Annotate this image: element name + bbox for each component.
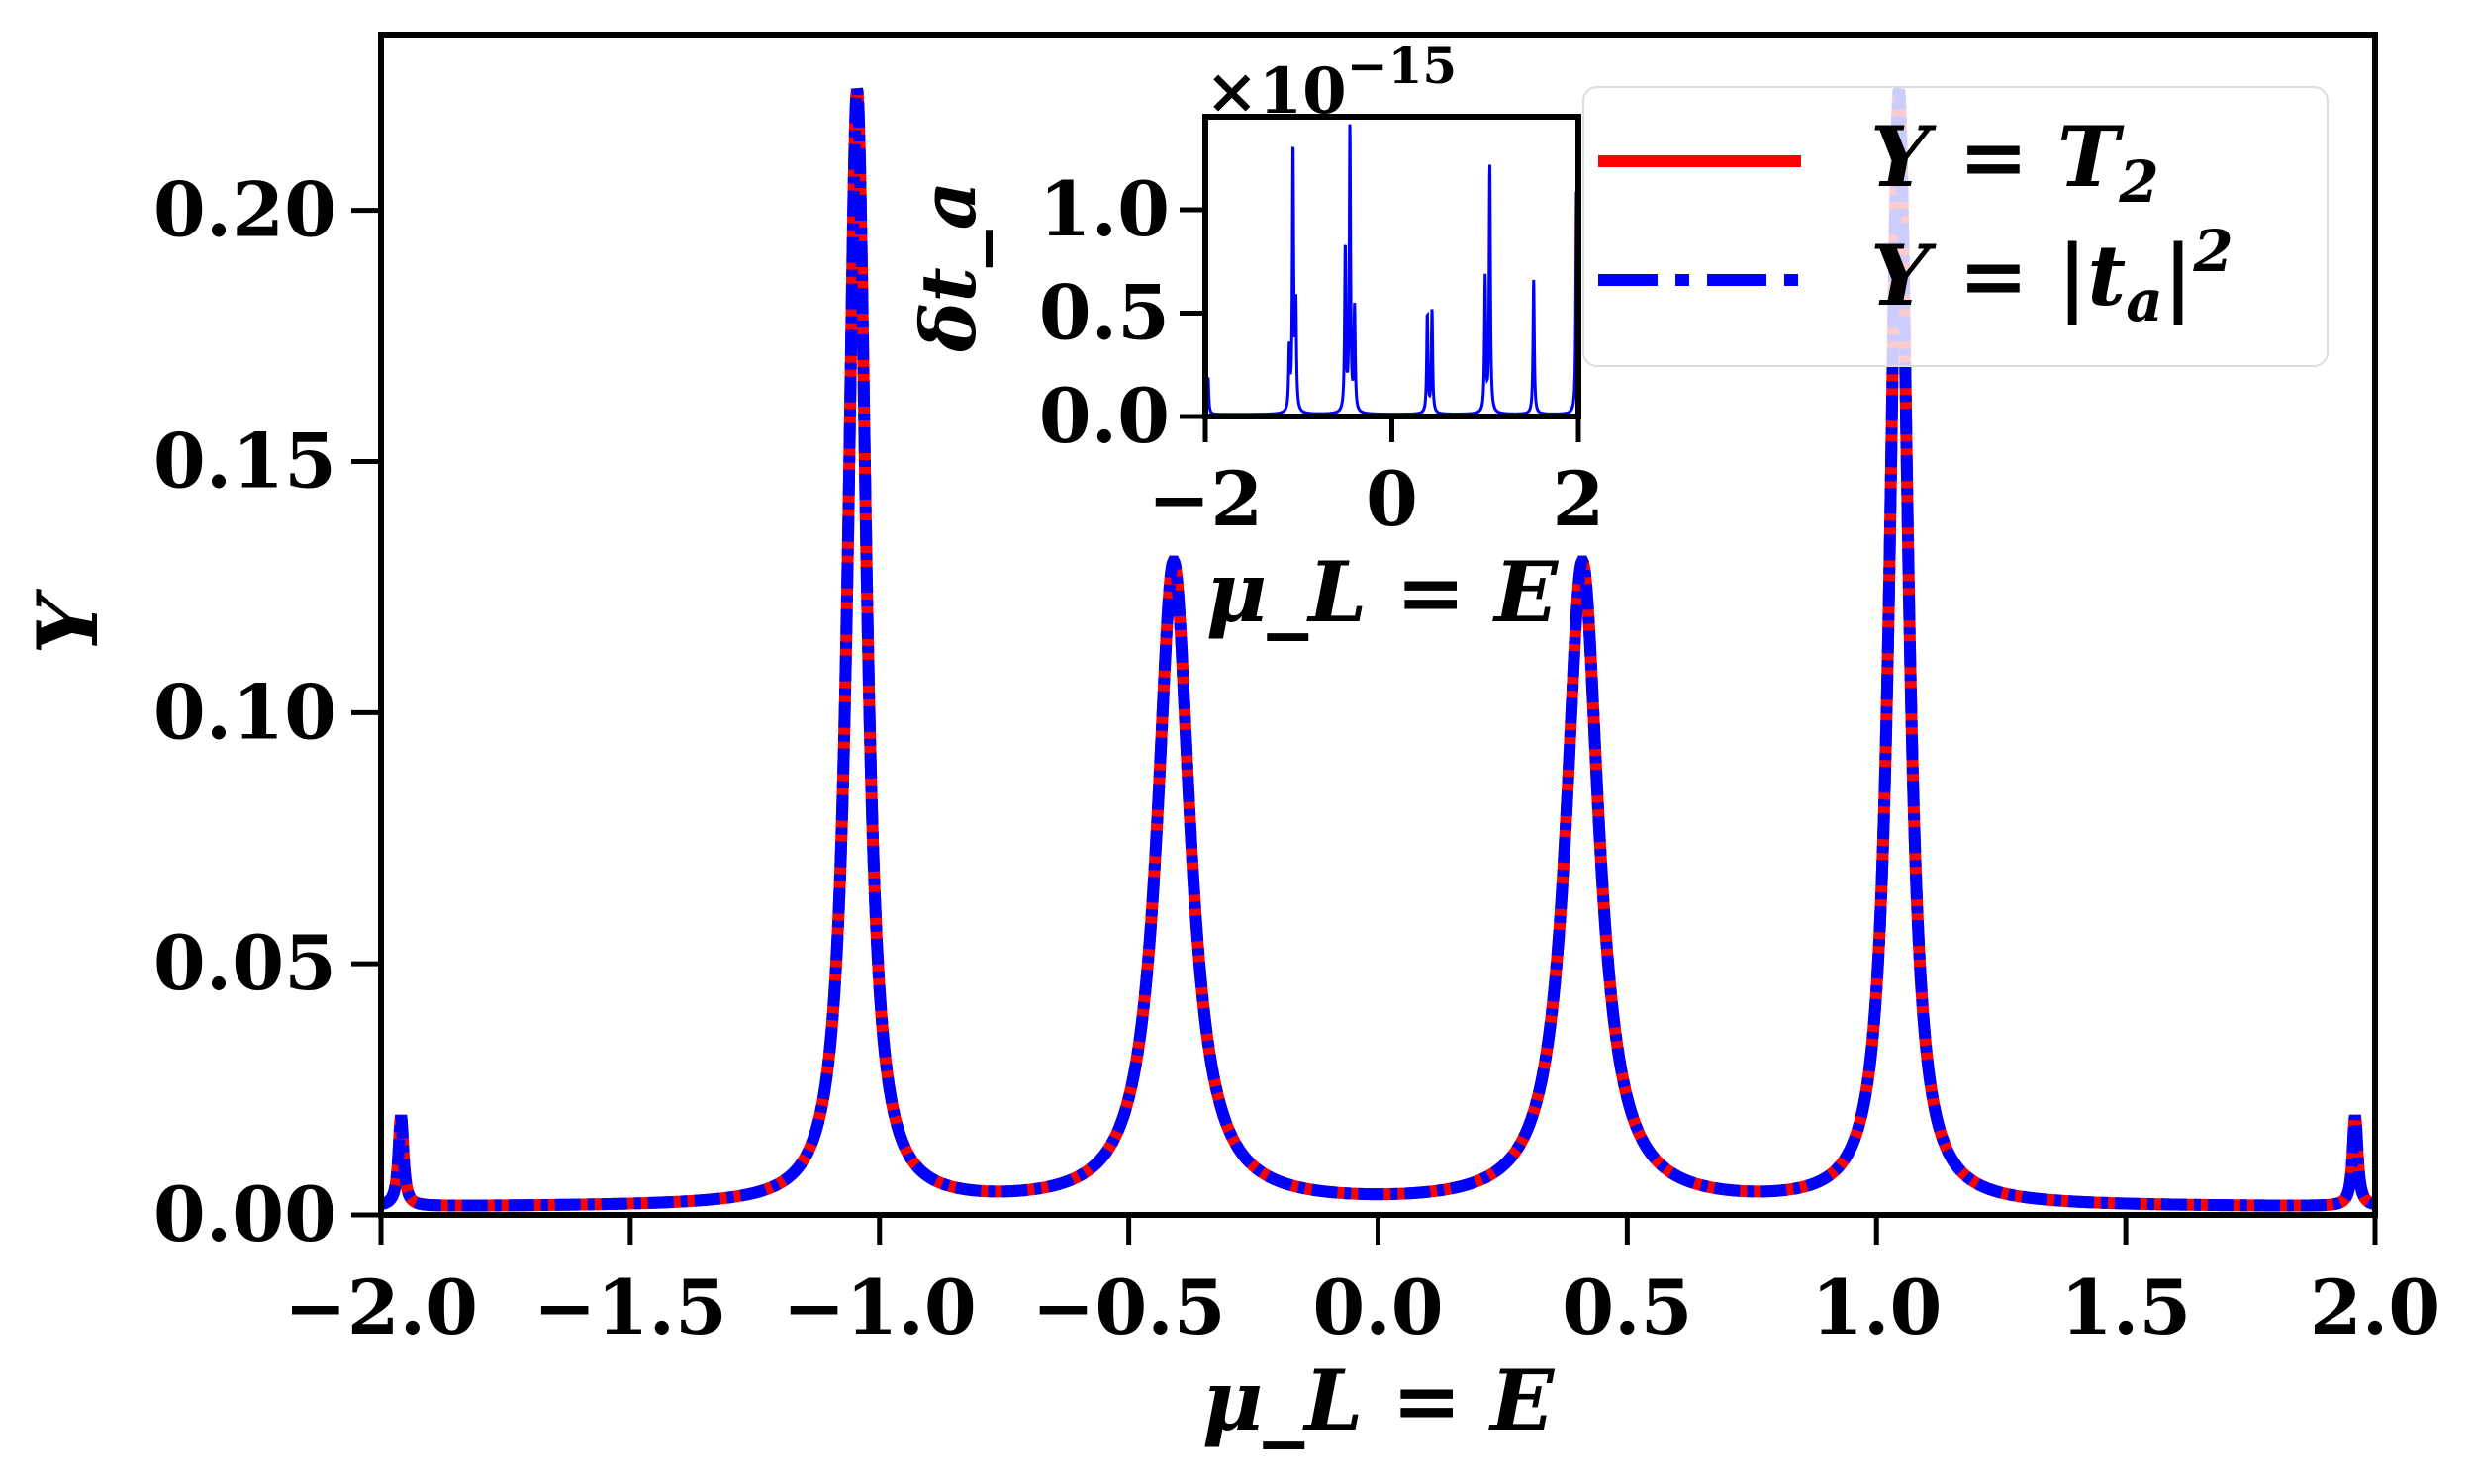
inset-background: [1205, 117, 1578, 417]
legend-label-t2: Y = T2: [1870, 108, 2159, 216]
inset-y-tick-label: 1.0: [1039, 165, 1170, 253]
inset-offset-text: ×10−15: [1205, 37, 1457, 129]
main-y-axis-label: Y: [19, 588, 117, 654]
inset-y-tick-label: 0.5: [1039, 269, 1170, 357]
y-tick-label: 0.20: [153, 166, 336, 254]
main-y-ticks: 0.00 0.05 0.10 0.15 0.20: [153, 166, 381, 1258]
legend: Y = T2 Y = |ta|2: [1582, 86, 2329, 367]
y-tick-label: 0.00: [153, 1170, 336, 1258]
legend-label-ta: Y = |ta|2: [1870, 218, 2234, 334]
y-tick-label: 0.15: [153, 417, 336, 506]
inset-y-tick-label: 0.0: [1039, 372, 1170, 460]
inset-plot: −2 0 2 0.0 0.5 1.0 ×10−15 μ_L = E δt_a: [904, 37, 1604, 641]
inset-x-tick-label: 2: [1553, 455, 1605, 543]
main-x-axis-label: μ_L = E: [1202, 1351, 1555, 1449]
x-tick-label: 0.5: [1562, 1263, 1692, 1351]
main-series-lines: [379, 87, 2377, 1212]
y-tick-label: 0.05: [153, 919, 336, 1007]
x-tick-label: −0.5: [1032, 1263, 1226, 1351]
x-tick-label: −1.5: [533, 1263, 727, 1351]
main-x-ticks: −2.0 −1.5 −1.0 −0.5 0.0 0.5 1.0 1.5 2.0: [284, 1215, 2440, 1351]
x-tick-label: −1.0: [783, 1263, 977, 1351]
x-tick-label: 1.5: [2060, 1263, 2191, 1351]
inset-x-axis-label: μ_L = E: [1206, 543, 1559, 641]
x-tick-label: 1.0: [1811, 1263, 1942, 1351]
x-tick-label: 2.0: [2310, 1263, 2440, 1351]
main-plot: −2.0 −1.5 −1.0 −0.5 0.0 0.5 1.0 1.5 2.0 0.000.05…: [19, 32, 2440, 1449]
inset-x-tick-label: 0: [1366, 455, 1418, 543]
inset-x-ticks: −2 0 2: [1148, 417, 1605, 543]
y-tick-label: 0.10: [153, 668, 336, 756]
inset-y-ticks: 0.0 0.5 1.0: [1039, 165, 1205, 460]
series-line-ta: [379, 87, 2377, 1212]
x-tick-label: −2.0: [284, 1263, 478, 1351]
inset-y-axis-label: δt_a: [904, 181, 993, 353]
x-tick-label: 0.0: [1312, 1263, 1443, 1351]
inset-x-tick-label: −2: [1148, 455, 1264, 543]
